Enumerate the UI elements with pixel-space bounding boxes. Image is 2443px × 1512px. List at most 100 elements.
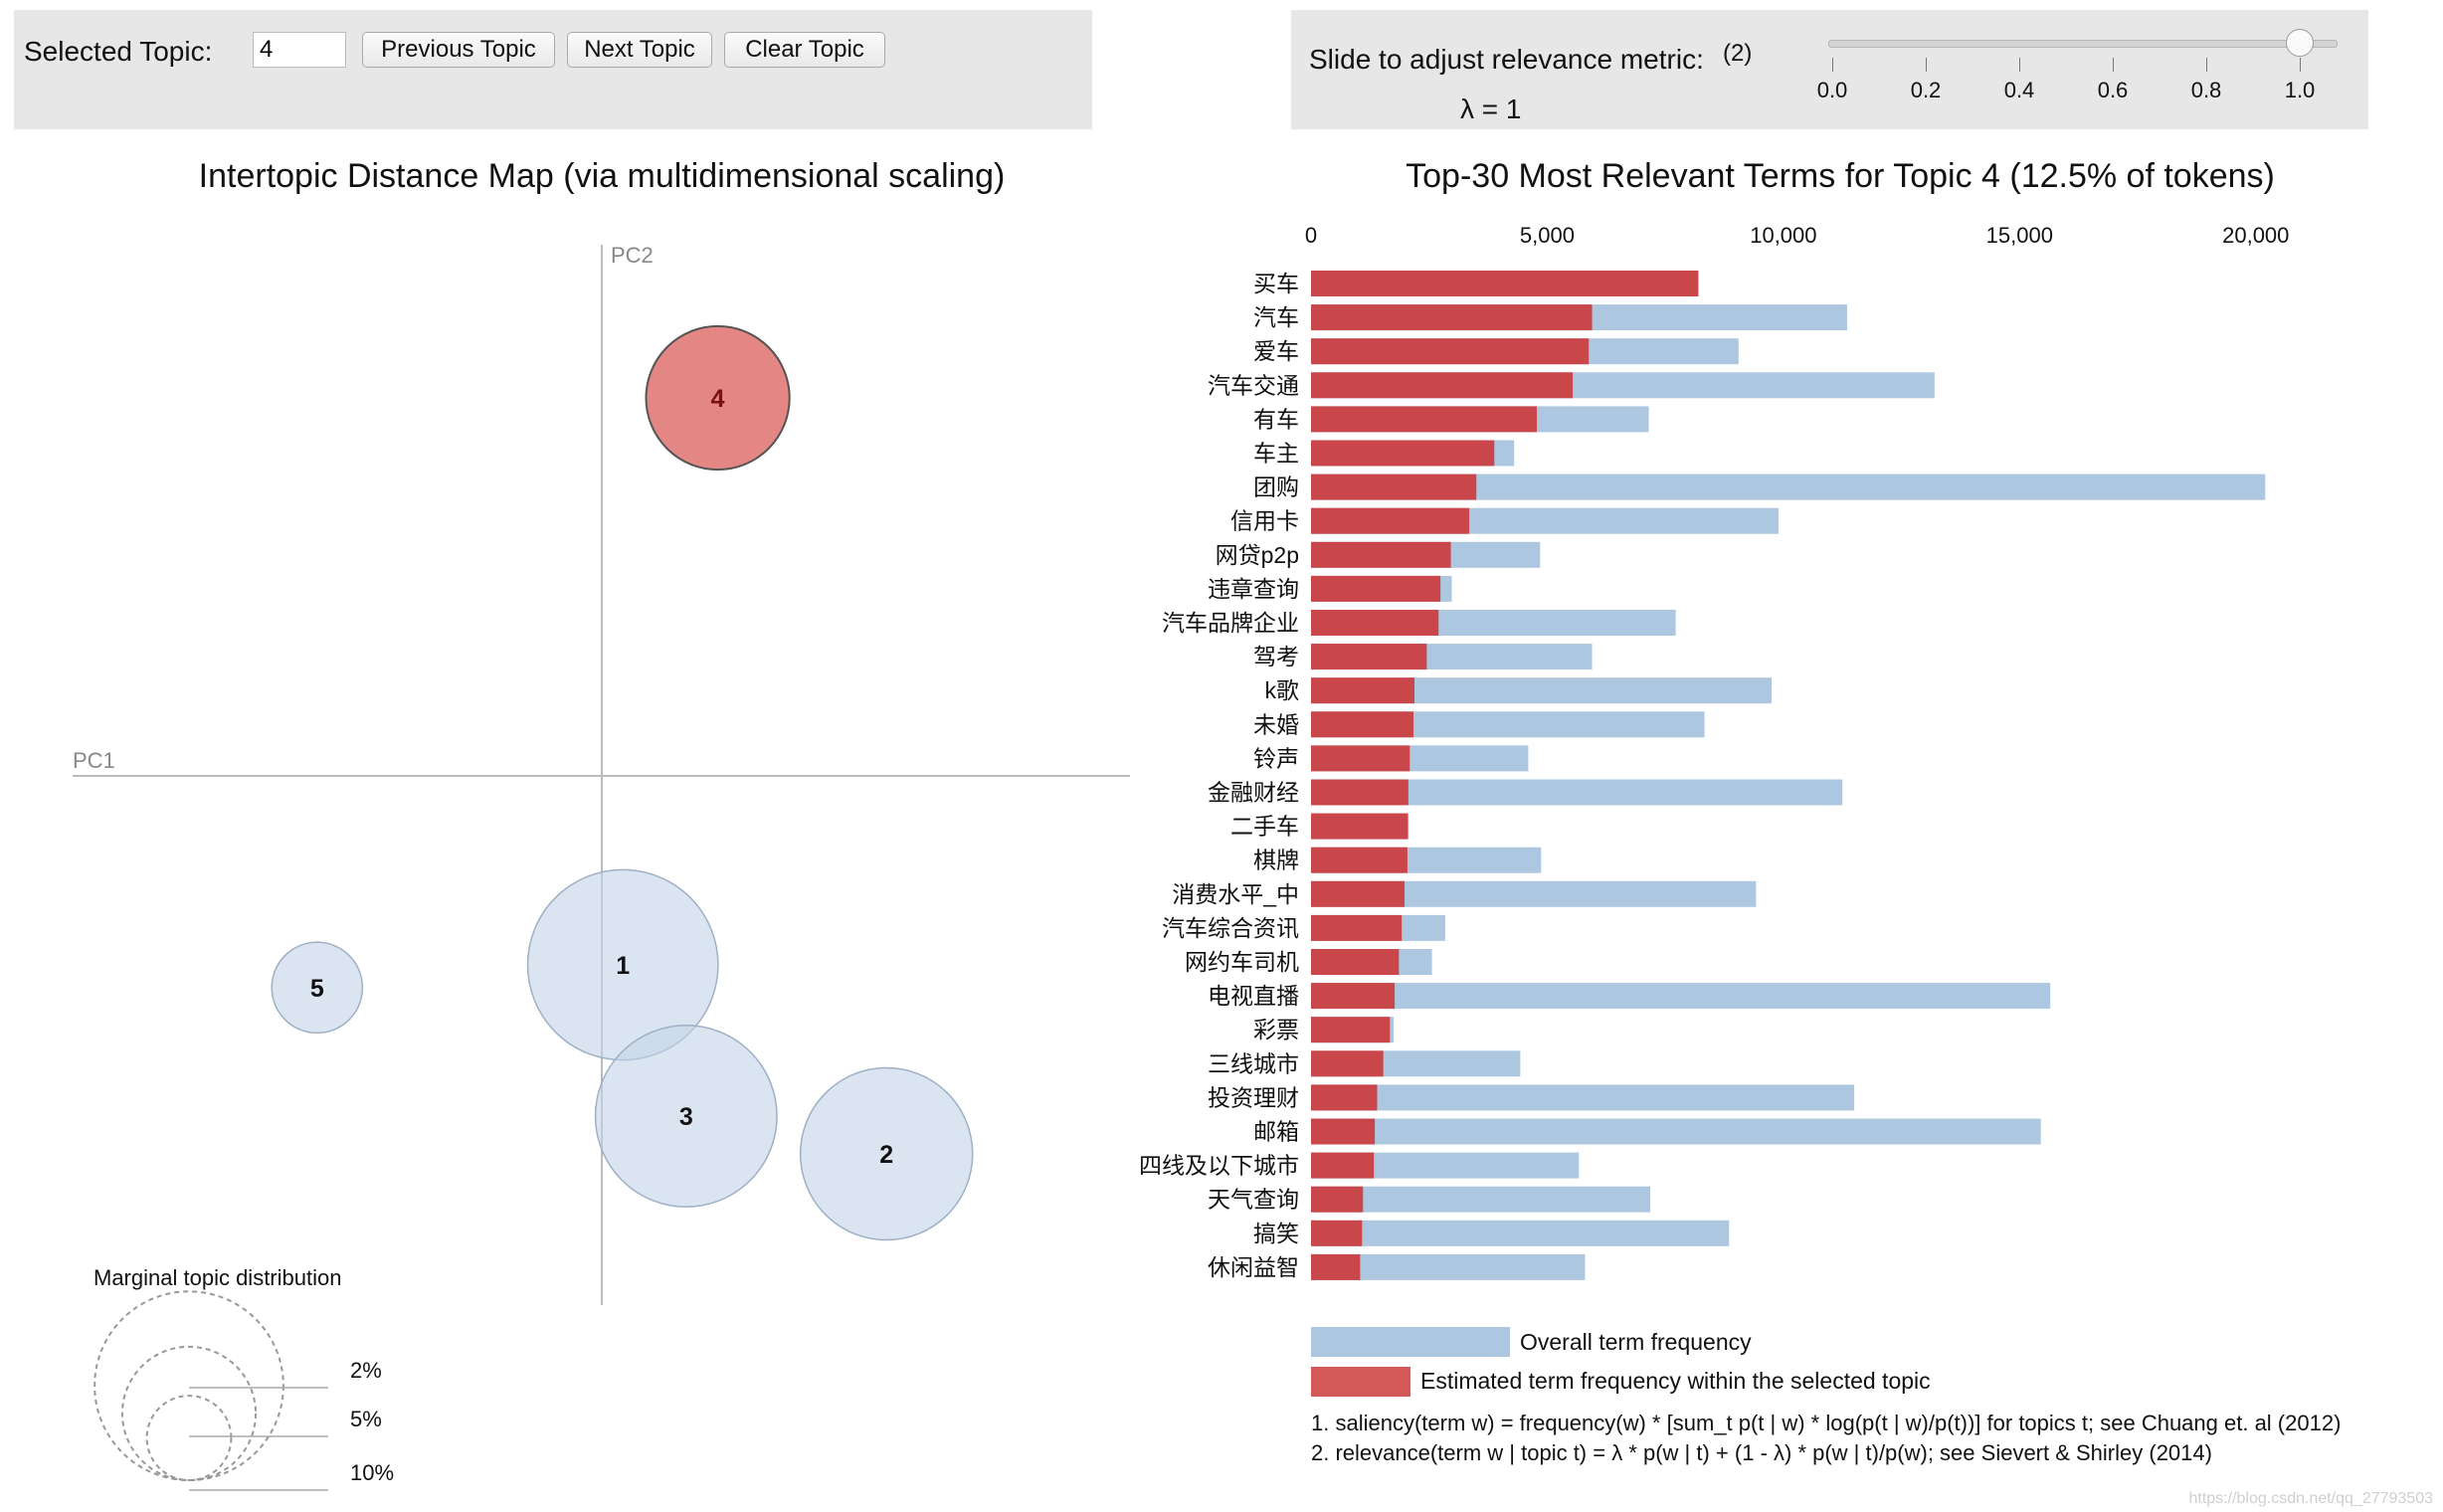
estimated-bar[interactable] [1311, 847, 1408, 873]
overall-bar[interactable] [1311, 983, 2051, 1010]
estimated-bar[interactable] [1311, 983, 1396, 1010]
term-label[interactable]: 汽车综合资讯 [1162, 915, 1299, 941]
relevance-slider-track[interactable] [1828, 40, 2338, 48]
term-label[interactable]: k歌 [1265, 677, 1300, 703]
term-label[interactable]: 汽车交通 [1208, 372, 1299, 398]
selected-topic-label: Selected Topic: [24, 36, 213, 67]
term-label[interactable]: 二手车 [1230, 814, 1299, 840]
clear-topic-button[interactable]: Clear Topic [724, 32, 885, 68]
overall-bar[interactable] [1311, 1118, 2041, 1145]
overall-bar[interactable] [1311, 1220, 1730, 1246]
term-label[interactable]: 买车 [1253, 271, 1299, 296]
slider-tick-label: 0.0 [1816, 78, 1848, 102]
estimated-bar[interactable] [1311, 677, 1414, 704]
next-topic-button[interactable]: Next Topic [567, 32, 712, 68]
estimated-bar[interactable] [1311, 372, 1574, 399]
term-label[interactable]: 电视直播 [1208, 983, 1299, 1009]
topic-label-5: 5 [310, 975, 324, 1003]
estimated-bar[interactable] [1311, 1084, 1378, 1111]
topic-label-1: 1 [616, 952, 630, 980]
slider-tick-mark [2113, 58, 2114, 72]
selected-topic-input[interactable] [253, 32, 346, 68]
topic-bubble-5[interactable] [271, 941, 364, 1035]
estimated-bar[interactable] [1311, 644, 1427, 670]
estimated-bar[interactable] [1311, 1253, 1361, 1280]
marginal-legend-title: Marginal topic distribution [94, 1265, 341, 1290]
bar-xtick-label: 10,000 [1750, 223, 1816, 248]
overall-bar[interactable] [1311, 1186, 1650, 1213]
bar-xtick-label: 0 [1305, 223, 1317, 248]
term-label[interactable]: 消费水平_中 [1172, 881, 1299, 907]
estimated-bar[interactable] [1311, 304, 1593, 331]
term-label[interactable]: 有车 [1253, 406, 1299, 432]
estimated-bar[interactable] [1311, 338, 1590, 365]
intertopic-map-title: Intertopic Distance Map (via multidimens… [199, 157, 1006, 195]
term-label[interactable]: 休闲益智 [1208, 1254, 1299, 1280]
relevance-slider-thumb[interactable] [2286, 29, 2314, 57]
previous-topic-button[interactable]: Previous Topic [362, 32, 555, 68]
term-label[interactable]: 车主 [1253, 441, 1299, 467]
estimated-bar[interactable] [1311, 507, 1470, 534]
overall-bar[interactable] [1311, 1084, 1855, 1111]
marginal-legend-label: 10% [350, 1460, 394, 1485]
topic-bubble-4[interactable] [645, 324, 791, 472]
estimated-bar[interactable] [1311, 1017, 1391, 1043]
term-label[interactable]: 违章查询 [1208, 576, 1299, 602]
estimated-bar[interactable] [1311, 541, 1451, 568]
estimated-bar[interactable] [1311, 1186, 1364, 1213]
topic-bubble-3[interactable] [594, 1025, 778, 1208]
term-label[interactable]: 网约车司机 [1185, 949, 1299, 975]
term-label[interactable]: 信用卡 [1230, 508, 1299, 534]
bar-xtick-label: 20,000 [2222, 223, 2289, 248]
term-label[interactable]: 未婚 [1253, 711, 1299, 737]
topic-label-4: 4 [711, 385, 725, 413]
term-label[interactable]: 搞笑 [1253, 1221, 1299, 1246]
estimated-bar[interactable] [1311, 1220, 1363, 1246]
topic-label-3: 3 [679, 1103, 693, 1131]
estimated-bar[interactable] [1311, 949, 1400, 975]
term-label[interactable]: 团购 [1253, 474, 1299, 500]
term-label[interactable]: 投资理财 [1208, 1084, 1299, 1110]
pc1-axis-label: PC1 [73, 748, 115, 773]
estimated-bar[interactable] [1311, 575, 1441, 602]
estimated-bar[interactable] [1311, 610, 1439, 636]
bar-xtick-label: 5,000 [1520, 223, 1575, 248]
marginal-legend-circle [120, 1345, 258, 1482]
estimated-bar[interactable] [1311, 745, 1410, 772]
term-label[interactable]: 铃声 [1253, 745, 1299, 771]
term-label[interactable]: 汽车品牌企业 [1162, 610, 1299, 636]
estimated-bar[interactable] [1311, 880, 1406, 907]
estimated-bar[interactable] [1311, 914, 1403, 941]
estimated-bar[interactable] [1311, 711, 1414, 738]
slider-tick-mark [1832, 58, 1833, 72]
slider-tick-mark [1926, 58, 1927, 72]
term-label[interactable]: 驾考 [1253, 644, 1299, 669]
topic-bubble-2[interactable] [799, 1066, 974, 1241]
term-label[interactable]: 四线及以下城市 [1139, 1153, 1299, 1179]
marginal-legend-circle [94, 1290, 284, 1482]
term-label[interactable]: 邮箱 [1253, 1119, 1299, 1145]
term-label[interactable]: 爱车 [1253, 338, 1299, 364]
pc2-axis-label: PC2 [611, 243, 654, 268]
term-label[interactable]: 天气查询 [1208, 1187, 1299, 1213]
slider-tick-label: 0.2 [1910, 78, 1942, 102]
term-label[interactable]: 金融财经 [1208, 780, 1299, 806]
slider-tick-label: 0.8 [2190, 78, 2222, 102]
estimated-bar[interactable] [1311, 440, 1495, 467]
term-label[interactable]: 三线城市 [1208, 1050, 1299, 1076]
estimated-bar[interactable] [1311, 406, 1537, 433]
estimated-bar[interactable] [1311, 271, 1699, 296]
estimated-bar[interactable] [1311, 1152, 1375, 1179]
estimated-bar[interactable] [1311, 779, 1409, 806]
slider-tick-mark [2019, 58, 2020, 72]
estimated-bar[interactable] [1311, 1118, 1376, 1145]
topic-label-2: 2 [879, 1141, 893, 1169]
estimated-bar[interactable] [1311, 473, 1477, 500]
marginal-legend-circle [145, 1395, 233, 1482]
estimated-bar[interactable] [1311, 813, 1409, 840]
term-label[interactable]: 彩票 [1253, 1017, 1299, 1042]
term-label[interactable]: 汽车 [1253, 304, 1299, 330]
term-label[interactable]: 网贷p2p [1216, 542, 1299, 568]
term-label[interactable]: 棋牌 [1253, 848, 1299, 873]
estimated-bar[interactable] [1311, 1050, 1384, 1077]
